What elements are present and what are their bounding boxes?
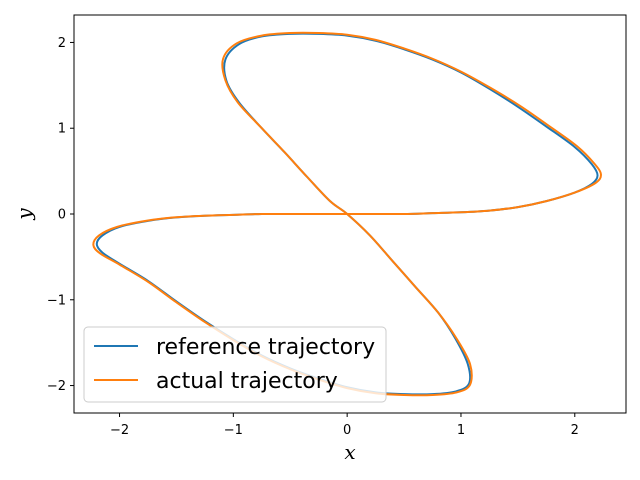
y-tick-label: 0 xyxy=(58,208,66,223)
x-tick-label: 2 xyxy=(571,423,579,438)
y-axis-ticks: −2 −1 0 1 2 xyxy=(47,36,74,394)
series-layer xyxy=(92,31,602,397)
y-tick-label: −1 xyxy=(47,293,66,308)
legend: reference trajectory actual trajectory xyxy=(83,326,387,403)
y-axis-label: y xyxy=(12,208,36,221)
series-line-actual xyxy=(92,31,602,397)
y-tick-label: −2 xyxy=(47,379,66,394)
y-tick-label: 2 xyxy=(58,36,66,51)
x-tick-label: 1 xyxy=(457,423,465,438)
y-tick-label: 1 xyxy=(58,122,66,137)
legend-box xyxy=(83,326,387,403)
x-axis-ticks: −2 −1 0 1 2 xyxy=(110,413,579,438)
x-tick-label: 0 xyxy=(343,423,351,438)
x-axis-label: x xyxy=(344,440,355,464)
x-tick-label: −1 xyxy=(224,423,243,438)
legend-label-reference: reference trajectory xyxy=(156,335,375,360)
legend-label-actual: actual trajectory xyxy=(156,369,338,394)
x-tick-label: −2 xyxy=(110,423,129,438)
